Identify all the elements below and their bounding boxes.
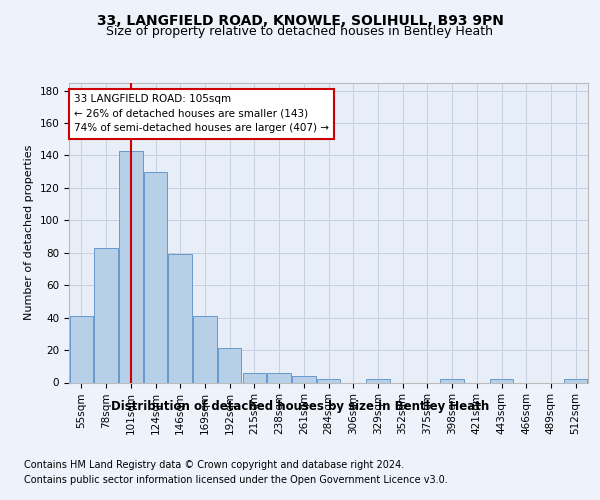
Bar <box>144 172 167 382</box>
Bar <box>242 373 266 382</box>
Bar <box>268 373 291 382</box>
Bar <box>317 380 340 382</box>
Bar <box>169 254 192 382</box>
Text: Contains HM Land Registry data © Crown copyright and database right 2024.: Contains HM Land Registry data © Crown c… <box>24 460 404 470</box>
Bar <box>440 380 464 382</box>
Text: Size of property relative to detached houses in Bentley Heath: Size of property relative to detached ho… <box>107 25 493 38</box>
Bar <box>119 150 143 382</box>
Text: Contains public sector information licensed under the Open Government Licence v3: Contains public sector information licen… <box>24 475 448 485</box>
Bar <box>490 380 513 382</box>
Bar <box>70 316 93 382</box>
Bar <box>366 380 389 382</box>
Text: 33 LANGFIELD ROAD: 105sqm
← 26% of detached houses are smaller (143)
74% of semi: 33 LANGFIELD ROAD: 105sqm ← 26% of detac… <box>74 94 329 134</box>
Bar <box>193 316 217 382</box>
Y-axis label: Number of detached properties: Number of detached properties <box>24 145 34 320</box>
Bar <box>564 380 587 382</box>
Text: 33, LANGFIELD ROAD, KNOWLE, SOLIHULL, B93 9PN: 33, LANGFIELD ROAD, KNOWLE, SOLIHULL, B9… <box>97 14 503 28</box>
Text: Distribution of detached houses by size in Bentley Heath: Distribution of detached houses by size … <box>111 400 489 413</box>
Bar <box>94 248 118 382</box>
Bar <box>218 348 241 382</box>
Bar <box>292 376 316 382</box>
